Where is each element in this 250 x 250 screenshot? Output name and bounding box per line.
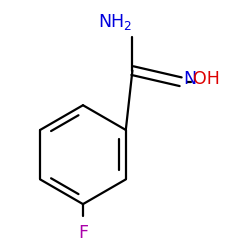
Text: OH: OH bbox=[193, 70, 220, 88]
Text: NH$_2$: NH$_2$ bbox=[98, 12, 132, 32]
Text: F: F bbox=[78, 224, 88, 242]
Text: N: N bbox=[183, 70, 196, 88]
